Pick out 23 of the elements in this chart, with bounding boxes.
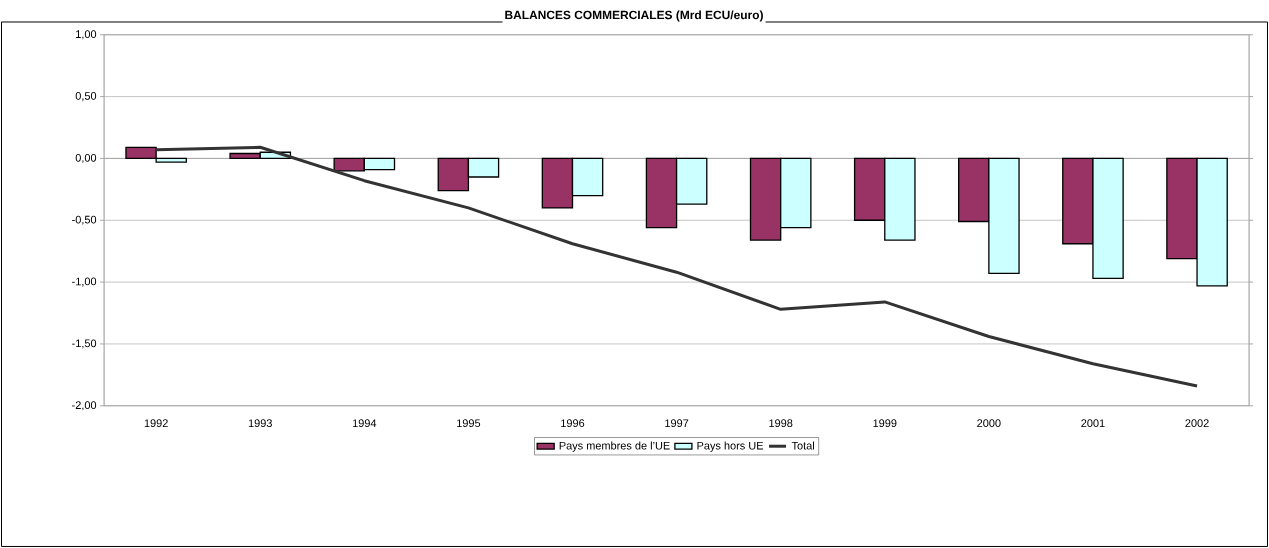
x-tick-label: 1999 [873, 419, 897, 428]
y-tick-label: 0,50 [75, 92, 97, 102]
y-tick-label: -0,50 [72, 215, 97, 225]
x-tick-label: 1994 [352, 419, 377, 428]
x-tick-label: 1998 [769, 419, 793, 428]
x-tick-label: 2000 [977, 419, 1001, 428]
x-tick-label: 1992 [144, 419, 168, 428]
line-series [154, 145, 1199, 388]
y-tick-label: -1,00 [72, 277, 97, 287]
y-tick-label: -1,50 [72, 339, 97, 349]
x-tick-label: 2001 [1081, 419, 1105, 428]
y-tick-label: -2,00 [72, 401, 97, 411]
x-tick-label: 2002 [1185, 419, 1209, 428]
x-tick-label: 1995 [457, 419, 481, 428]
x-tick-label: 1996 [561, 419, 585, 428]
legend-label: Pays hors UE [697, 441, 764, 452]
legend-label: Total [791, 441, 814, 450]
legend-label: Pays membres de l’UE [559, 441, 670, 452]
y-tick-label: 0,00 [75, 153, 97, 163]
x-tick-label: 1993 [248, 419, 272, 428]
chart-title: BALANCES COMMERCIALES (Mrd ECU/euro) [505, 10, 763, 22]
y-tick-label: 1,00 [76, 30, 97, 40]
x-tick-label: 1997 [665, 419, 689, 428]
